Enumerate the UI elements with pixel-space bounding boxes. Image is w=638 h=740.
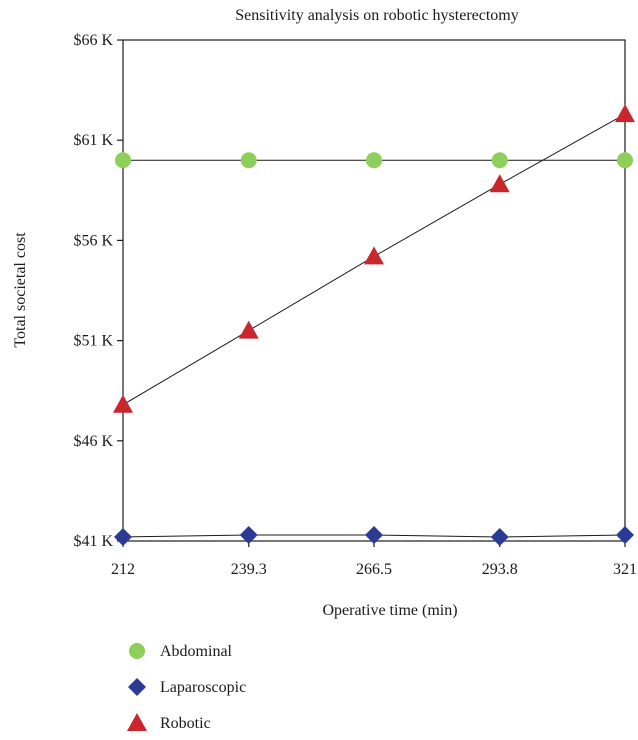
legend-robotic-marker <box>127 713 147 731</box>
chart-title: Sensitivity analysis on robotic hysterec… <box>235 7 519 24</box>
legend-laparoscopic-label: Laparoscopic <box>160 679 246 696</box>
robotic-point <box>615 104 635 123</box>
y-axis: $41 K $46 K $51 K $56 K $61 K $66 K <box>73 32 123 550</box>
legend-laparoscopic-marker <box>128 678 146 696</box>
laparoscopic-point <box>239 525 258 544</box>
robotic-point <box>113 394 133 413</box>
y-tick-label: $41 K <box>73 533 113 550</box>
y-tick-label: $46 K <box>73 433 113 450</box>
legend-abdominal-label: Abdominal <box>160 643 233 660</box>
y-tick-label: $61 K <box>73 132 113 149</box>
x-axis-label: Operative time (min) <box>322 602 457 619</box>
series-layer <box>113 104 635 546</box>
x-tick-label: 212 <box>111 561 135 578</box>
x-axis: 212 239.3 266.5 293.8 321 <box>111 541 637 578</box>
x-tick-label: 321 <box>613 561 637 578</box>
laparoscopic-point <box>114 527 132 546</box>
y-tick-label: $56 K <box>73 232 113 249</box>
abdominal-point <box>115 152 131 169</box>
x-tick-label: 239.3 <box>231 561 267 578</box>
abdominal-point <box>491 152 508 169</box>
robotic-point <box>238 320 259 339</box>
y-tick-label: $66 K <box>73 32 113 49</box>
y-axis-label: Total societal cost <box>12 232 29 348</box>
laparoscopic-point <box>365 525 383 544</box>
robotic-point <box>489 174 510 193</box>
laparoscopic-point <box>616 525 634 544</box>
robotic-point <box>364 246 384 265</box>
legend-abdominal-marker <box>129 643 145 659</box>
legend-robotic-label: Robotic <box>160 715 211 732</box>
legend: Abdominal Laparoscopic Robotic <box>127 643 246 732</box>
abdominal-point <box>617 152 633 169</box>
x-tick-label: 266.5 <box>356 561 392 578</box>
y-tick-label: $51 K <box>73 333 113 350</box>
abdominal-point <box>240 152 257 169</box>
abdominal-point <box>366 152 382 169</box>
plot-frame <box>122 39 626 542</box>
laparoscopic-point <box>490 527 509 546</box>
x-tick-label: 293.8 <box>482 561 518 578</box>
